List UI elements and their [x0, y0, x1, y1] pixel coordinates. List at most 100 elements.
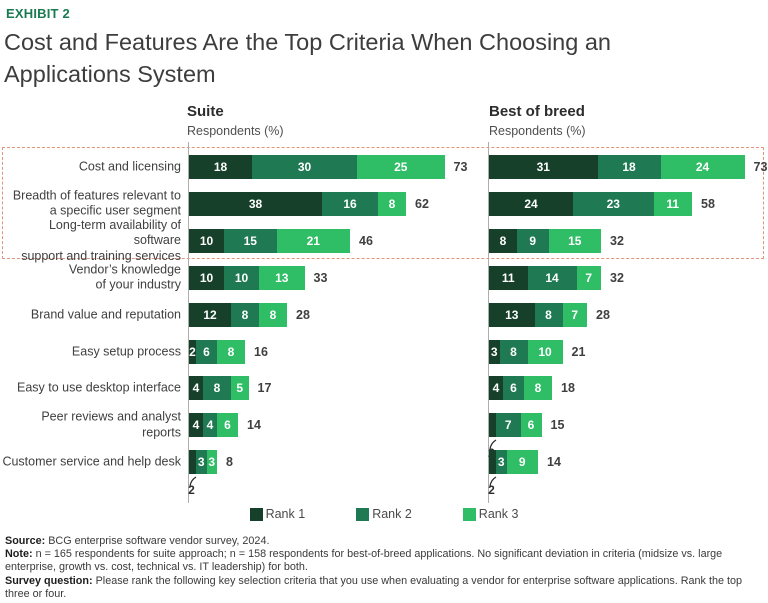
- axis-line: [187, 142, 189, 503]
- bar-segment-rank1: 4: [489, 376, 503, 401]
- bar-total-label: 33: [313, 270, 328, 285]
- stacked-bar: 10 15 21: [189, 228, 350, 253]
- bar-segment-rank3: 24: [660, 155, 745, 179]
- bar-segment-rank1: 38: [189, 191, 322, 216]
- bar-segment-rank1: [489, 413, 496, 438]
- bar-total-label: 46: [359, 233, 373, 248]
- bar-segment-rank3: 21: [276, 228, 350, 253]
- best-of-breed-panel-subtitle: Respondents (%): [489, 124, 586, 138]
- bar-total-label: 14: [547, 455, 561, 470]
- legend-label: Rank 2: [372, 507, 412, 521]
- bar-total-label: 18: [561, 381, 575, 396]
- bar-total-label: 73: [453, 160, 468, 174]
- bar-segment-rank2: 23: [573, 191, 654, 216]
- bar-total-label: 58: [701, 196, 715, 211]
- bar-segment-rank2: 15: [224, 228, 277, 253]
- stacked-bar: 38 16 8: [189, 191, 406, 216]
- criterion-label: Long-term availability of software suppo…: [21, 217, 181, 263]
- suite-panel-subtitle: Respondents (%): [187, 124, 284, 138]
- bar-segment-rank3: 7: [576, 265, 601, 290]
- bar-segment-rank1: 4: [189, 413, 203, 438]
- rank3-swatch-icon: [462, 507, 476, 521]
- bar-total-label: 62: [415, 196, 429, 211]
- bar-segment-rank2: 8: [499, 339, 528, 364]
- exhibit-number-label: EXHIBIT 2: [6, 6, 70, 21]
- criterion-label: Peer reviews and analyst reports: [41, 409, 181, 440]
- stacked-bar: 3 8 10: [489, 339, 563, 364]
- bar-segment-rank3: 5: [231, 376, 249, 401]
- bar-segment-rank1: 10: [189, 228, 224, 253]
- bar-segment-rank3: 13: [259, 265, 305, 290]
- stacked-bar: 31 18 24: [489, 155, 745, 179]
- bar-segment-rank3: 8: [217, 339, 245, 364]
- page-title: Cost and Features Are the Top Criteria W…: [4, 29, 611, 87]
- bar-segment-rank2: 8: [534, 302, 563, 327]
- footer-notes: Source: BCG enterprise software vendor s…: [5, 535, 762, 601]
- legend-item-rank1: Rank 1: [249, 507, 306, 521]
- bar-total-label: 73: [753, 160, 768, 174]
- rank1-swatch-icon: [249, 507, 263, 521]
- bar-segment-rank2: 9: [517, 228, 549, 253]
- bar-segment-rank2: 8: [231, 302, 259, 327]
- bar-segment-rank2: 18: [597, 155, 661, 179]
- legend-label: Rank 1: [265, 507, 306, 521]
- footer-note: Note: n = 165 respondents for suite appr…: [5, 548, 723, 574]
- bar-segment-rank3: 6: [217, 413, 238, 438]
- bar-total-label: 32: [610, 233, 624, 248]
- bar-segment-rank1: [489, 450, 496, 475]
- legend-label: Rank 3: [478, 507, 519, 521]
- bar-segment-rank1: 3: [489, 339, 500, 364]
- bar-segment-rank3: 8: [259, 302, 287, 327]
- callout-leader-icon: [487, 474, 499, 487]
- bar-total-label: 16: [254, 344, 268, 359]
- bar-segment-rank3: 10: [527, 339, 563, 364]
- stacked-bar: 13 8 7: [489, 302, 587, 327]
- callout-value: 2: [488, 483, 495, 498]
- bar-segment-rank2: 3: [196, 450, 207, 475]
- bar-segment-rank2: 30: [252, 155, 357, 179]
- bar-segment-rank2: 10: [224, 265, 259, 290]
- bar-segment-rank1: 31: [489, 155, 598, 179]
- bar-segment-rank1: [189, 450, 196, 475]
- footer-source: Source: BCG enterprise software vendor s…: [5, 535, 270, 547]
- bar-segment-rank3: 8: [524, 376, 552, 401]
- bar-segment-rank3: 11: [653, 191, 692, 216]
- stacked-bar: 8 9 15: [489, 228, 601, 253]
- rank2-swatch-icon: [356, 507, 370, 521]
- callout-leader-icon: [187, 474, 199, 487]
- bar-segment-rank2: 6: [196, 339, 217, 364]
- bar-segment-rank1: 18: [189, 155, 252, 179]
- criterion-label: Cost and licensing: [78, 159, 181, 174]
- footer-survey-question: Survey question: Please rank the followi…: [5, 574, 742, 600]
- bar-total-label: 28: [296, 307, 310, 322]
- bar-segment-rank1: 11: [489, 265, 528, 290]
- stacked-bar: 12 8 8: [189, 302, 287, 327]
- stacked-bar: 24 23 11: [489, 191, 692, 216]
- bar-total-label: 21: [571, 344, 586, 359]
- bar-segment-rank3: 8: [378, 191, 406, 216]
- criterion-label: Brand value and reputation: [30, 306, 181, 321]
- stacked-bar: 10 10 13: [189, 265, 305, 290]
- bar-segment-rank1: 10: [189, 265, 224, 290]
- criterion-label: Breadth of features relevant to a specif…: [12, 188, 181, 218]
- bar-total-label: 15: [550, 418, 565, 433]
- bar-segment-rank2: 4: [203, 413, 217, 438]
- bar-segment-rank2: 8: [203, 376, 231, 401]
- best-of-breed-panel-title: Best of breed: [489, 103, 585, 120]
- criterion-label: Easy to use desktop interface: [17, 380, 181, 395]
- callout-value: 2: [188, 483, 195, 498]
- callout-leader-icon: [487, 437, 499, 450]
- bar-total-label: 17: [257, 381, 272, 396]
- bar-segment-rank2: 14: [527, 265, 577, 290]
- bar-segment-rank1: 13: [489, 302, 535, 327]
- bar-segment-rank2: 7: [496, 413, 521, 438]
- bar-total-label: 14: [247, 418, 261, 433]
- bar-segment-rank3: 7: [562, 302, 587, 327]
